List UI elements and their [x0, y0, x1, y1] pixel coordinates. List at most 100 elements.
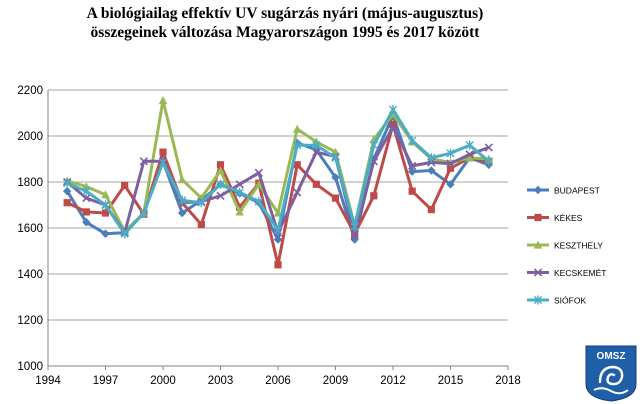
x-tick-label: 2006 [265, 375, 291, 387]
data-point [82, 186, 91, 196]
series-lines [62, 95, 494, 269]
data-point [101, 229, 110, 238]
data-point [158, 95, 168, 104]
data-point [312, 147, 321, 157]
x-tick-label: 2018 [495, 375, 521, 387]
series-line [65, 113, 490, 241]
data-point [82, 193, 91, 203]
data-point [101, 200, 110, 210]
legend-label: KESZTHELY [554, 241, 603, 251]
legend: BUDAPEST KÉKES KESZTHELY KECSKEMÉT SIÓFOK [527, 186, 606, 306]
chart-title-line-2: összegeinek változása Magyarországon 199… [90, 24, 480, 41]
data-point [331, 173, 340, 182]
y-tick-label: 1800 [17, 177, 43, 189]
data-point [216, 166, 225, 175]
data-point [236, 203, 244, 211]
data-point [120, 229, 129, 239]
data-point [533, 268, 543, 277]
data-point [407, 167, 417, 176]
y-tick-label: 1400 [17, 269, 43, 281]
data-point [274, 261, 282, 269]
data-point [533, 295, 543, 305]
data-point [158, 157, 168, 168]
legend-label: BUDAPEST [554, 186, 600, 196]
data-point [408, 161, 417, 171]
data-point [254, 168, 263, 177]
data-point [389, 120, 397, 129]
data-point [82, 208, 90, 216]
legend-entry: SIÓFOK [527, 295, 586, 306]
y-tick-label: 2000 [17, 131, 43, 143]
x-tick-label: 2000 [150, 375, 176, 387]
x-tick-label: 2012 [380, 375, 406, 387]
omsz-logo-text: OMSZ [597, 351, 626, 362]
data-point [388, 122, 398, 131]
data-point [533, 185, 543, 195]
data-point [82, 218, 91, 227]
legend-entry: KÉKES [527, 213, 583, 223]
data-point [331, 153, 340, 163]
data-point [408, 187, 416, 195]
data-point [446, 180, 455, 189]
series-kékes [63, 120, 493, 269]
data-point [197, 198, 206, 208]
y-tick-label: 2200 [17, 85, 43, 97]
series-line [66, 125, 490, 237]
data-point [484, 156, 493, 166]
data-point [235, 207, 244, 216]
legend-entry: BUDAPEST [527, 186, 600, 196]
data-point [216, 179, 225, 189]
data-point [293, 140, 302, 150]
chart-title: A biológiailag effektív UV sugárzás nyár… [0, 4, 570, 42]
x-tick-label: 1997 [93, 375, 119, 387]
data-point [235, 180, 244, 189]
omsz-logo: OMSZ [585, 345, 637, 402]
data-point [293, 161, 301, 169]
data-point [408, 136, 417, 146]
data-point [446, 148, 455, 158]
data-point [293, 188, 302, 197]
x-tick-label: 2015 [438, 375, 464, 387]
data-point [101, 209, 110, 217]
legend-label: KECSKEMÉT [554, 268, 606, 278]
data-point [177, 175, 187, 184]
legend-entry: KECSKEMÉT [527, 268, 606, 278]
grid-lines [48, 89, 508, 321]
data-point [159, 148, 167, 156]
data-point [177, 208, 187, 218]
data-point [63, 199, 71, 207]
data-point [534, 213, 542, 222]
data-point [178, 195, 187, 205]
data-point [63, 178, 72, 188]
chart-title-line-1: A biológiailag effektív UV sugárzás nyár… [86, 5, 484, 22]
data-point [101, 190, 110, 199]
data-point [216, 191, 225, 200]
legend-entry: KESZTHELY [527, 241, 603, 251]
data-point [273, 235, 283, 244]
data-point [350, 230, 359, 240]
data-point [216, 161, 225, 169]
data-point [427, 166, 436, 175]
data-point [427, 206, 435, 214]
data-point [62, 187, 72, 196]
data-point [446, 164, 455, 172]
data-point [331, 194, 340, 202]
data-point [484, 143, 493, 152]
data-point [235, 187, 244, 197]
data-point [312, 140, 321, 150]
data-point [533, 240, 543, 249]
data-point [254, 179, 264, 188]
y-tick-label: 1600 [17, 223, 43, 235]
data-point [465, 153, 474, 162]
data-point [427, 153, 436, 163]
data-point [139, 157, 148, 166]
data-point [273, 225, 283, 235]
series-line [66, 123, 490, 267]
data-point [139, 208, 148, 218]
y-tick-label: 1000 [17, 361, 43, 373]
data-point [254, 196, 263, 207]
data-point [369, 140, 378, 150]
data-point [388, 104, 398, 115]
y-tick-label: 1200 [17, 315, 43, 327]
